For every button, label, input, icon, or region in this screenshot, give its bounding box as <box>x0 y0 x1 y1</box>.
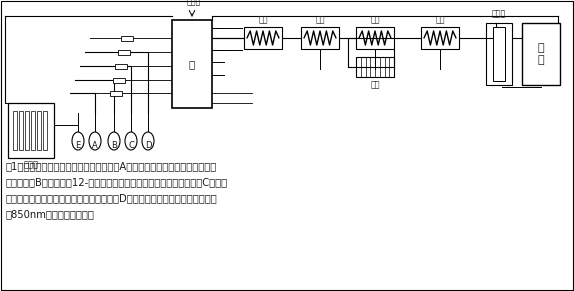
Bar <box>522 23 560 85</box>
Text: 比色池: 比色池 <box>492 10 506 19</box>
Bar <box>19 111 23 150</box>
Text: 检
测: 检 测 <box>538 43 544 65</box>
Bar <box>421 27 459 49</box>
Ellipse shape <box>125 132 137 150</box>
Bar <box>356 27 394 49</box>
Bar <box>115 63 127 68</box>
Text: 空气阀: 空气阀 <box>187 0 201 6</box>
Text: 图1说明：土壤待测液首先与调谐液（试剂A）混合，达到显色条件后与钼酸铵: 图1说明：土壤待测液首先与调谐液（试剂A）混合，达到显色条件后与钼酸铵 <box>6 161 217 171</box>
Bar <box>13 111 17 150</box>
Text: A: A <box>92 141 98 150</box>
Bar <box>301 27 339 49</box>
Bar <box>43 111 47 150</box>
Text: D: D <box>145 141 152 150</box>
Bar <box>113 77 125 83</box>
Text: 混合: 混合 <box>315 15 325 24</box>
Bar <box>244 27 282 49</box>
Bar <box>356 57 394 77</box>
Ellipse shape <box>142 132 154 150</box>
Bar <box>8 103 54 158</box>
Text: B: B <box>111 141 117 150</box>
Bar <box>110 91 122 95</box>
Bar <box>121 36 133 40</box>
Ellipse shape <box>108 132 120 150</box>
Bar <box>172 20 212 108</box>
Text: 形成钼蓝色，最后加入抗坏血酸溶液（试剂D），保持颜色稳定后进入流通池，: 形成钼蓝色，最后加入抗坏血酸溶液（试剂D），保持颜色稳定后进入流通池， <box>6 193 218 203</box>
Text: 泵: 泵 <box>189 59 195 69</box>
Text: 加热: 加热 <box>370 81 380 90</box>
Bar <box>25 111 29 150</box>
Text: C: C <box>128 141 134 150</box>
Text: E: E <box>75 141 80 150</box>
Bar <box>493 27 505 81</box>
Text: 混合: 混合 <box>258 15 267 24</box>
Text: 在850nm检测并获取数据。: 在850nm检测并获取数据。 <box>6 209 95 219</box>
Text: 取样器: 取样器 <box>24 161 38 169</box>
Ellipse shape <box>72 132 84 150</box>
Ellipse shape <box>89 132 101 150</box>
Text: 混合: 混合 <box>370 15 380 24</box>
Text: 混合: 混合 <box>435 15 445 24</box>
Bar <box>118 49 130 54</box>
Bar <box>31 111 35 150</box>
Text: 溶液（试剂B）反应形成12-磷钼酸混合液，再与酒石酸锑钾溶液（试剂C）反应: 溶液（试剂B）反应形成12-磷钼酸混合液，再与酒石酸锑钾溶液（试剂C）反应 <box>6 177 228 187</box>
Bar <box>486 23 512 85</box>
Bar <box>37 111 41 150</box>
